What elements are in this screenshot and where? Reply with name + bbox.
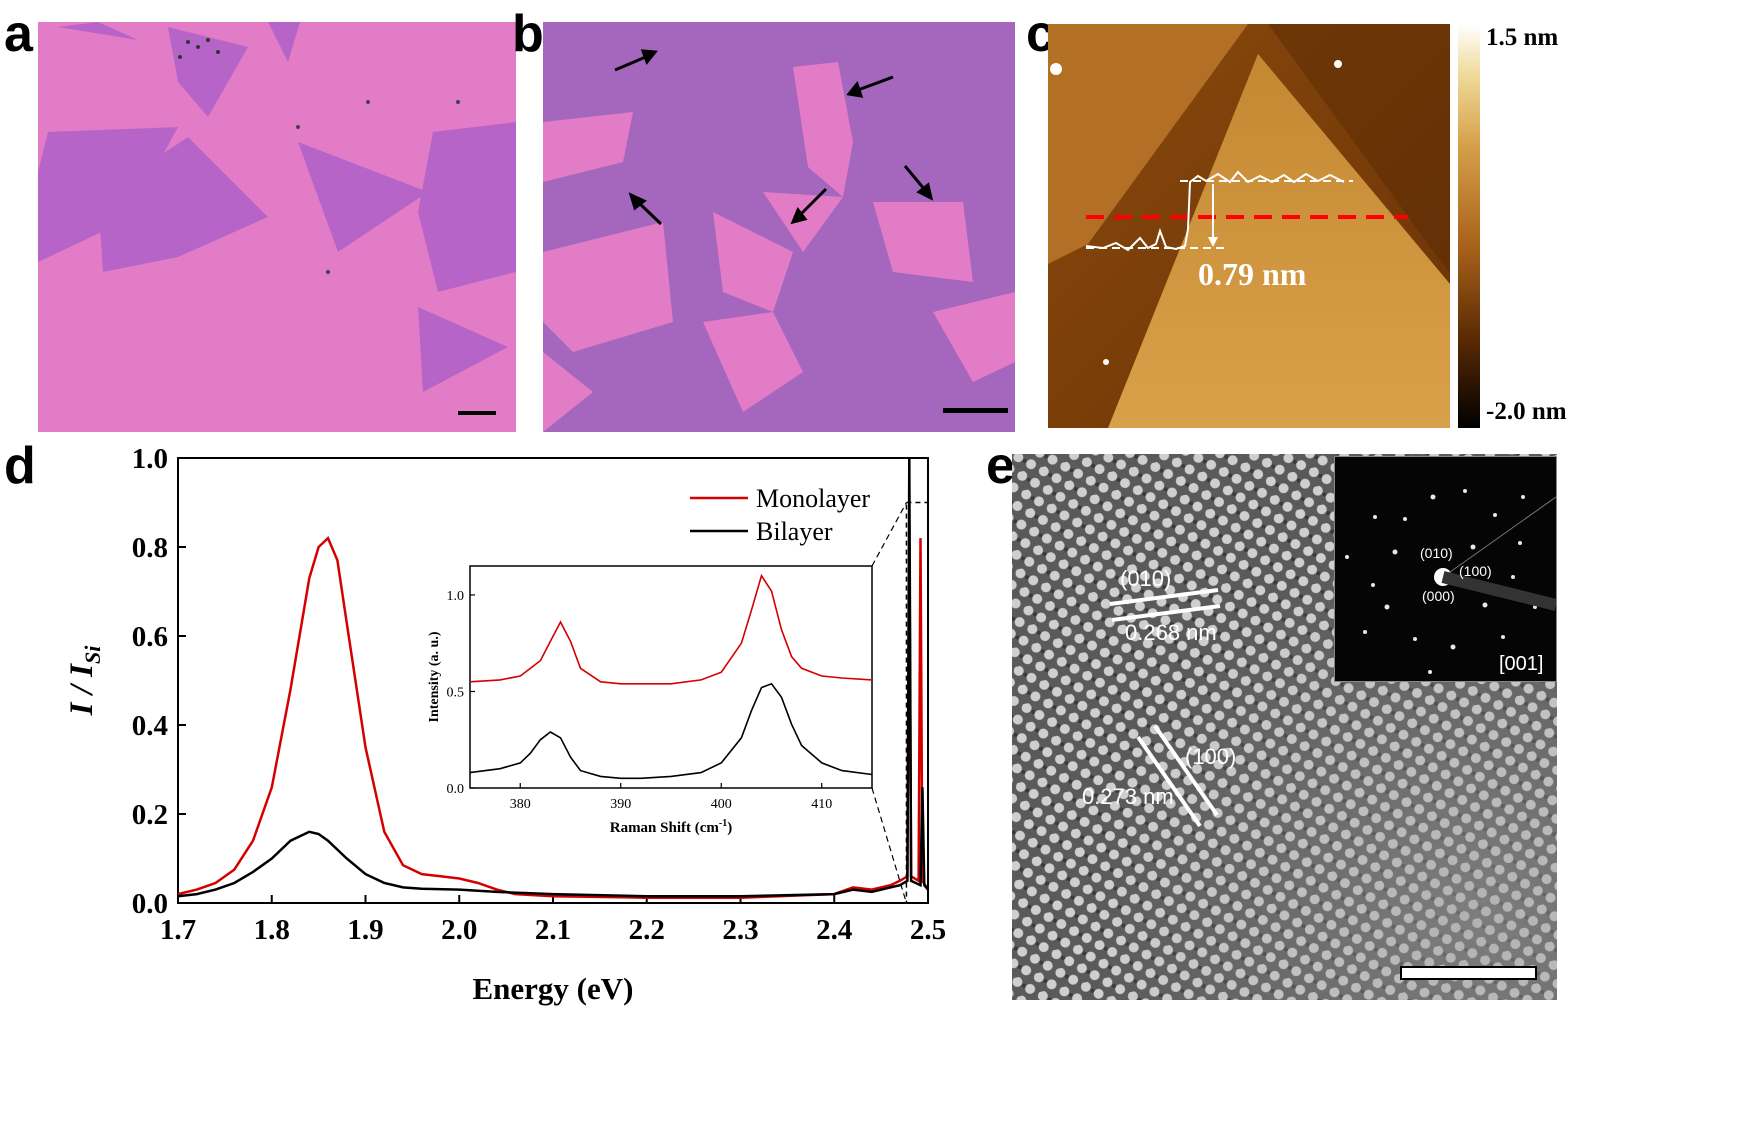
y-tick-label: 0.8 xyxy=(132,532,168,564)
flakes-a xyxy=(38,22,516,392)
main-series xyxy=(177,457,930,899)
scale-bar-a xyxy=(458,411,496,415)
plane-label-100: (100) xyxy=(1185,744,1237,769)
inset-connector-top xyxy=(871,502,907,567)
y-axis-label-subscript: Si xyxy=(80,645,105,664)
panel-label-d: d xyxy=(4,437,36,495)
raman-inset: 380 390 400 410 0.0 0.5 1.0 Raman Shift (cm-1) I… xyxy=(427,502,908,904)
inset-x-tick-label: 380 xyxy=(510,797,531,812)
y-tick-label: 0.2 xyxy=(132,799,168,831)
panel-label-a: a xyxy=(4,5,33,63)
x-tick-label: 2.2 xyxy=(629,914,665,946)
x-tick-label: 2.0 xyxy=(441,914,477,946)
d-spacing-010: 0.268 nm xyxy=(1125,620,1217,645)
x-tick-label: 2.4 xyxy=(816,914,852,946)
inset-x-tick-label: 410 xyxy=(811,797,832,812)
scale-bar-e xyxy=(1400,966,1537,980)
inset-x-axis-label-end: ) xyxy=(727,820,732,836)
saed-spot-010: (010) xyxy=(1420,545,1453,561)
inset-frame xyxy=(469,565,873,789)
axis-labels: Energy (eV) I / ISi xyxy=(64,501,929,1006)
main-ticks: 1.7 1.8 1.9 2.0 2.1 2.2 2.3 2.4 2.5 0.0 0.2 0.4 0.6 0… xyxy=(132,443,946,946)
inset-x-tick-label: 400 xyxy=(711,797,732,812)
y-tick-label: 0.4 xyxy=(132,710,168,742)
afm-image-c: 0.79 nm xyxy=(1048,24,1450,428)
y-tick-label: 0.6 xyxy=(132,621,168,653)
colorbar-c xyxy=(1458,24,1480,428)
zoom-box xyxy=(905,501,929,904)
inset-x-axis-label-superscript: -1 xyxy=(719,818,727,829)
optical-image-b xyxy=(543,22,1015,432)
inset-y-axis-label: Intensity (a. u.) xyxy=(427,631,442,722)
saed-pattern xyxy=(1345,489,1556,674)
legend-label-monolayer: Monolayer xyxy=(756,484,870,513)
x-tick-label: 1.7 xyxy=(160,914,196,946)
inset-connector-bottom xyxy=(871,787,908,904)
scale-bar-b xyxy=(943,408,1008,413)
y-tick-label: 0.0 xyxy=(132,888,168,920)
x-tick-label: 1.9 xyxy=(347,914,383,946)
inset-series-line-bilayer xyxy=(469,682,873,780)
x-tick-label: 1.8 xyxy=(254,914,290,946)
y-axis-label: I / ISi xyxy=(64,645,105,717)
saed-spot-000: (000) xyxy=(1422,588,1455,604)
saed-spot-100: (100) xyxy=(1459,563,1492,579)
saed-inset: (010) (100) (000) [001] xyxy=(1334,456,1557,682)
hrtem-image-e: (010) 0.268 nm (100) 0.273 nm (010) (100… xyxy=(1012,454,1557,1000)
afm-height-map xyxy=(1048,24,1450,428)
colorbar-max-label: 1.5 nm xyxy=(1486,24,1559,51)
step-height-label: 0.79 nm xyxy=(1198,256,1307,292)
zone-axis-label: [001] xyxy=(1499,653,1544,675)
y-tick-label: 1.0 xyxy=(132,443,168,475)
x-tick-label: 2.1 xyxy=(535,914,571,946)
optical-image-a xyxy=(38,22,516,432)
inset-series-line-monolayer xyxy=(469,573,873,685)
plane-label-010: (010) xyxy=(1120,566,1172,591)
inset-x-tick-label: 390 xyxy=(610,797,631,812)
x-tick-label: 2.3 xyxy=(722,914,758,946)
inset-y-tick-label: 0.0 xyxy=(447,782,465,797)
legend-label-bilayer: Bilayer xyxy=(756,517,833,546)
x-axis-label: Energy (eV) xyxy=(473,971,634,1006)
series-line-bilayer xyxy=(177,457,929,898)
pl-spectrum-chart: 1.7 1.8 1.9 2.0 2.1 2.2 2.3 2.4 2.5 0.0 0.2 0.4 0.6 0… xyxy=(64,443,946,1006)
chart-legend: Monolayer Bilayer xyxy=(690,484,870,546)
flakes-b xyxy=(543,49,1015,432)
colorbar-min-label: -2.0 nm xyxy=(1486,398,1567,425)
inset-y-tick-label: 0.5 xyxy=(447,685,465,700)
panel-label-b: b xyxy=(512,5,544,63)
panel-label-e: e xyxy=(986,437,1015,495)
d-spacing-100: 0.273 nm xyxy=(1082,784,1174,809)
inset-x-axis-label: Raman Shift (cm-1) xyxy=(610,818,733,836)
x-tick-label: 2.5 xyxy=(910,914,946,946)
inset-y-tick-label: 1.0 xyxy=(447,589,465,604)
